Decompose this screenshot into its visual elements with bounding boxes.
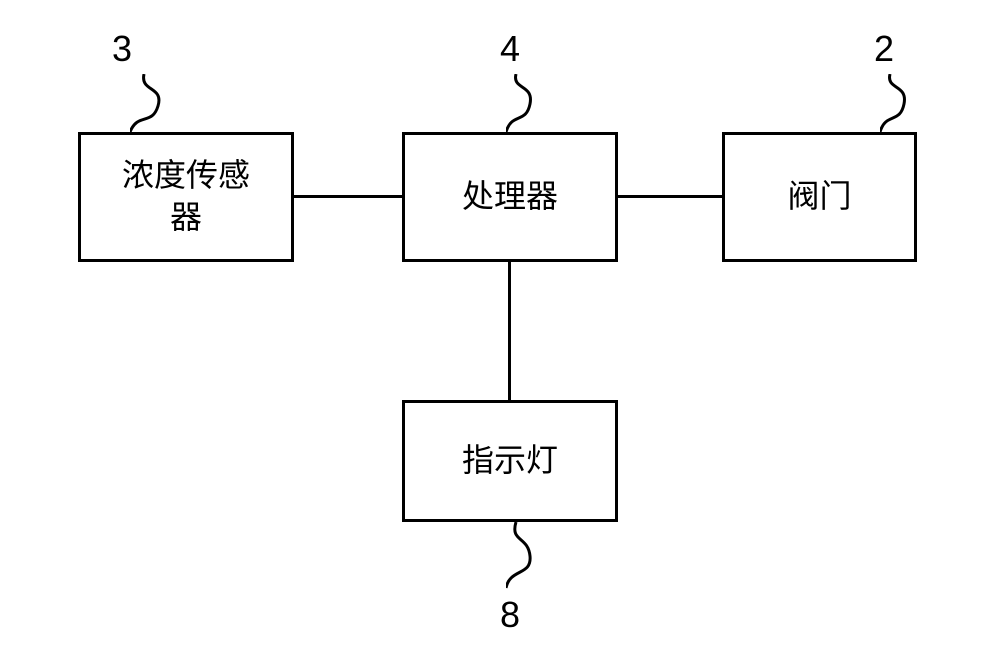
node-indicator-label: 指示灯 [462,440,558,482]
diagram-canvas: 浓度传感器 处理器 阀门 指示灯 3 4 2 8 [0,0,1000,667]
edge-sensor-processor [294,195,402,198]
edge-processor-indicator [508,262,511,400]
node-sensor: 浓度传感器 [78,132,294,262]
node-sensor-label: 浓度传感器 [122,155,250,238]
refnum-2: 2 [874,28,894,70]
refnum-3: 3 [112,28,132,70]
squiggle-8 [506,522,546,592]
node-valve-label: 阀门 [787,176,851,218]
node-processor: 处理器 [402,132,618,262]
squiggle-3 [130,74,170,134]
node-valve: 阀门 [722,132,917,262]
edge-processor-valve [618,195,722,198]
squiggle-2 [880,74,920,134]
squiggle-4 [506,74,546,134]
refnum-4: 4 [500,28,520,70]
node-indicator: 指示灯 [402,400,618,522]
refnum-8: 8 [500,594,520,636]
node-processor-label: 处理器 [462,176,558,218]
